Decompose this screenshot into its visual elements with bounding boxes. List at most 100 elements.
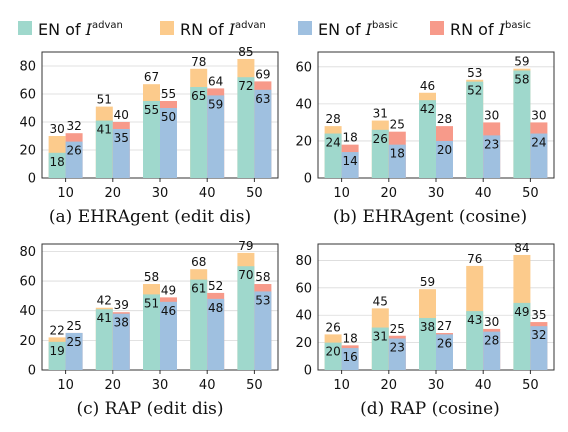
- x-tick-label: 40: [475, 378, 492, 393]
- data-label-rn: 55: [161, 87, 176, 101]
- bar-en-basic: [160, 301, 177, 370]
- data-label-rn: 52: [208, 279, 223, 293]
- y-tick-label: 40: [19, 304, 36, 319]
- data-label-en: 31: [373, 330, 388, 344]
- bar-en-advan: [466, 311, 484, 370]
- data-label-rn: 25: [390, 118, 405, 132]
- legend-swatch: [18, 21, 32, 35]
- data-label-rn: 53: [467, 66, 482, 80]
- y-tick-label: 40: [19, 116, 36, 131]
- data-label-rn: 58: [144, 270, 159, 284]
- bar-en-basic: [207, 298, 225, 370]
- data-label-en: 41: [97, 123, 112, 137]
- bar-en-advan: [95, 309, 113, 370]
- x-tick-label: 20: [381, 186, 398, 201]
- data-label-rn: 59: [420, 275, 435, 289]
- data-label-en: 38: [114, 316, 129, 330]
- data-label-rn: 59: [514, 55, 529, 69]
- y-tick-label: 40: [295, 309, 312, 324]
- y-tick-label: 20: [19, 144, 36, 159]
- data-label-rn: 79: [238, 239, 253, 253]
- panel-caption: (b) EHRAgent (cosine): [333, 207, 527, 227]
- data-label-rn: 25: [66, 319, 81, 333]
- data-label-rn: 51: [97, 93, 112, 107]
- x-tick-label: 50: [246, 186, 263, 201]
- bar-en-basic: [436, 140, 453, 178]
- legend-item: RN of Ibasic: [430, 20, 531, 39]
- y-tick-label: 80: [19, 245, 36, 260]
- legend-label: RN of Ibasic: [450, 20, 531, 39]
- legend: EN of Iadvan RN of Iadvan EN of Ibasic RN o…: [18, 20, 531, 39]
- data-label-en: 26: [373, 132, 388, 146]
- data-label-en: 18: [390, 147, 405, 161]
- bar-en-basic: [65, 141, 83, 178]
- data-label-rn: 76: [467, 252, 482, 266]
- panel-caption: (a) EHRAgent (edit dis): [49, 207, 251, 227]
- data-label-en: 53: [255, 293, 270, 307]
- bar-en-basic: [436, 334, 453, 370]
- legend-item: EN of Ibasic: [298, 20, 398, 39]
- data-label-en: 70: [238, 268, 253, 282]
- legend-swatch: [430, 21, 444, 35]
- data-label-en: 49: [514, 305, 529, 319]
- data-label-en: 51: [144, 296, 159, 310]
- data-label-rn: 30: [49, 122, 64, 136]
- data-label-en: 19: [49, 344, 64, 358]
- x-tick-label: 20: [381, 378, 398, 393]
- data-label-en: 18: [49, 155, 64, 169]
- data-label-rn: 45: [373, 294, 388, 308]
- bar-en-basic: [207, 95, 225, 178]
- y-tick-label: 0: [304, 364, 312, 379]
- data-label-en: 23: [484, 137, 499, 151]
- bar-en-advan: [419, 317, 436, 370]
- bar-en-basic: [530, 326, 548, 370]
- y-tick-label: 60: [295, 60, 312, 75]
- chart-panel: 0204060803018322610514140352067555550307…: [19, 45, 279, 227]
- legend-swatch: [160, 21, 174, 35]
- data-label-en: 16: [342, 350, 357, 364]
- x-tick-label: 30: [152, 378, 169, 393]
- data-label-rn: 67: [144, 70, 159, 84]
- data-label-rn: 35: [531, 308, 546, 322]
- legend-label: EN of Ibasic: [318, 20, 398, 39]
- data-label-rn: 39: [114, 298, 129, 312]
- bar-en-basic: [341, 348, 359, 370]
- data-label-en: 35: [114, 131, 129, 145]
- y-tick-label: 20: [19, 334, 36, 349]
- data-label-rn: 32: [66, 119, 81, 133]
- data-label-rn: 30: [484, 315, 499, 329]
- y-tick-label: 0: [304, 172, 312, 187]
- x-tick-label: 40: [199, 186, 216, 201]
- data-label-en: 50: [161, 110, 176, 124]
- data-label-en: 63: [255, 92, 270, 106]
- data-label-en: 46: [161, 304, 176, 318]
- x-tick-label: 10: [57, 186, 74, 201]
- data-label-rn: 26: [325, 320, 340, 334]
- data-label-rn: 18: [342, 131, 357, 145]
- data-label-en: 28: [484, 334, 499, 348]
- bar-en-advan: [48, 152, 66, 178]
- bar-en-basic: [388, 338, 406, 370]
- chart-panels: 0204060803018322610514140352067555550307…: [19, 45, 555, 419]
- x-tick-label: 30: [428, 378, 445, 393]
- data-label-rn: 64: [208, 74, 223, 88]
- x-tick-label: 30: [428, 186, 445, 201]
- legend-item: EN of Iadvan: [18, 20, 123, 39]
- x-tick-label: 20: [105, 186, 122, 201]
- y-tick-label: 0: [28, 364, 36, 379]
- legend-label: EN of Iadvan: [38, 20, 123, 39]
- data-label-en: 24: [325, 136, 340, 150]
- y-tick-label: 20: [295, 336, 312, 351]
- data-label-rn: 30: [531, 108, 546, 122]
- x-tick-label: 50: [522, 186, 539, 201]
- x-tick-label: 50: [522, 378, 539, 393]
- bar-en-advan: [143, 101, 160, 178]
- bar-en-basic: [254, 291, 272, 370]
- bar-en-basic: [65, 332, 83, 370]
- bar-en-advan: [324, 133, 342, 178]
- bar-en-advan: [190, 87, 208, 178]
- bar-en-advan: [513, 302, 531, 370]
